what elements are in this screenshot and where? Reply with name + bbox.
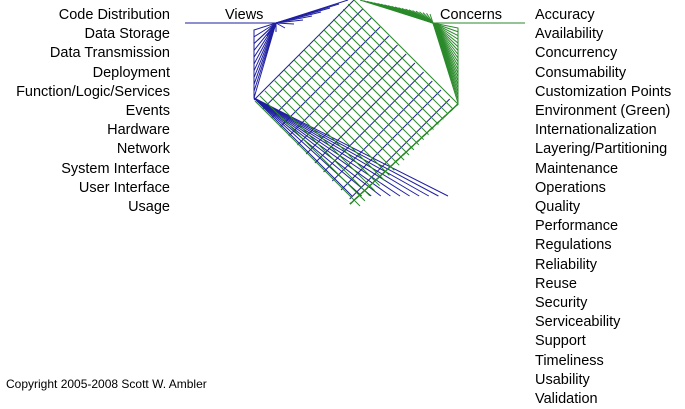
concern-item: Concurrency (535, 45, 618, 62)
concern-item: Quality (535, 199, 581, 216)
view-line (275, 22, 286, 29)
concerns-header: Concerns (440, 7, 503, 23)
concern-line (429, 13, 434, 24)
mesh-line (284, 70, 390, 176)
mesh-line (328, 24, 434, 130)
mesh-line (313, 39, 420, 146)
concern-lines (254, 0, 525, 207)
view-item: Data Storage (84, 26, 170, 43)
views-list: Code Distribution Data Storage Data Transm… (16, 6, 170, 217)
mesh-line (298, 54, 405, 161)
concern-item: Availability (535, 26, 604, 43)
concern-line (426, 13, 434, 24)
mesh-line (308, 44, 415, 151)
view-line (253, 22, 449, 197)
view-item: Deployment (92, 64, 170, 81)
concerns-list: Accuracy Availability Concurrency Consumabi… (535, 6, 671, 409)
view-item: Network (116, 141, 170, 158)
mesh-line (254, 100, 361, 207)
mesh-line (279, 75, 385, 181)
mesh-line (297, 44, 398, 146)
concern-item: Reuse (535, 275, 577, 292)
concern-item: Consumability (535, 64, 627, 81)
concern-item: Accuracy (535, 7, 595, 23)
mesh-line (288, 64, 395, 171)
view-lines (185, 0, 451, 200)
concern-item: Performance (535, 218, 619, 235)
concern-item: Serviceability (535, 314, 621, 331)
view-item: Events (125, 103, 170, 120)
concern-item: Reliability (535, 256, 598, 273)
concern-item: Regulations (535, 237, 612, 254)
concern-item: Customization Points (535, 83, 672, 100)
concern-item: Timeliness (535, 352, 604, 369)
copyright-notice: Copyright 2005-2008 Scott W. Ambler (6, 377, 207, 391)
mesh-line (293, 59, 400, 166)
concern-item: Environment (Green) (535, 103, 671, 120)
mesh-line (323, 71, 424, 173)
view-item: Function/Logic/Services (16, 83, 170, 100)
concern-item: Security (535, 295, 588, 312)
view-item: Hardware (107, 122, 170, 139)
concern-item: Layering/Partitioning (535, 141, 668, 158)
view-line (275, 19, 304, 24)
mesh-line (279, 26, 381, 128)
concern-item: Maintenance (535, 160, 619, 177)
mesh-line (288, 35, 390, 137)
mesh-line (314, 62, 416, 164)
mesh-line (333, 19, 439, 125)
mesh-line (353, 0, 459, 105)
mesh-line (305, 53, 407, 155)
view-item: User Interface (78, 179, 170, 196)
concern-item: Validation (535, 391, 598, 408)
mesh-line (342, 8, 449, 115)
view-line (257, 22, 277, 41)
concern-item: Support (535, 333, 586, 350)
view-item: Data Transmission (49, 45, 170, 62)
view-item: Code Distribution (58, 7, 170, 23)
mesh-line (347, 3, 454, 110)
mesh-line (303, 49, 410, 156)
view-item: System Interface (61, 160, 170, 177)
concern-item: Internationalization (535, 122, 657, 139)
mesh-line (274, 80, 380, 186)
mesh-line (259, 95, 366, 202)
mesh-line (318, 34, 425, 141)
view-line (275, 22, 295, 25)
mesh-line (337, 13, 444, 120)
view-line (266, 22, 277, 37)
mesh-line (323, 29, 429, 135)
view-line (253, 22, 439, 197)
view-item: Usage (128, 199, 170, 216)
concern-item: Operations (535, 179, 606, 196)
views-header: Views (225, 7, 264, 23)
mesh-line (264, 90, 371, 197)
mesh-line (269, 85, 376, 192)
concern-item: Usability (535, 371, 590, 388)
